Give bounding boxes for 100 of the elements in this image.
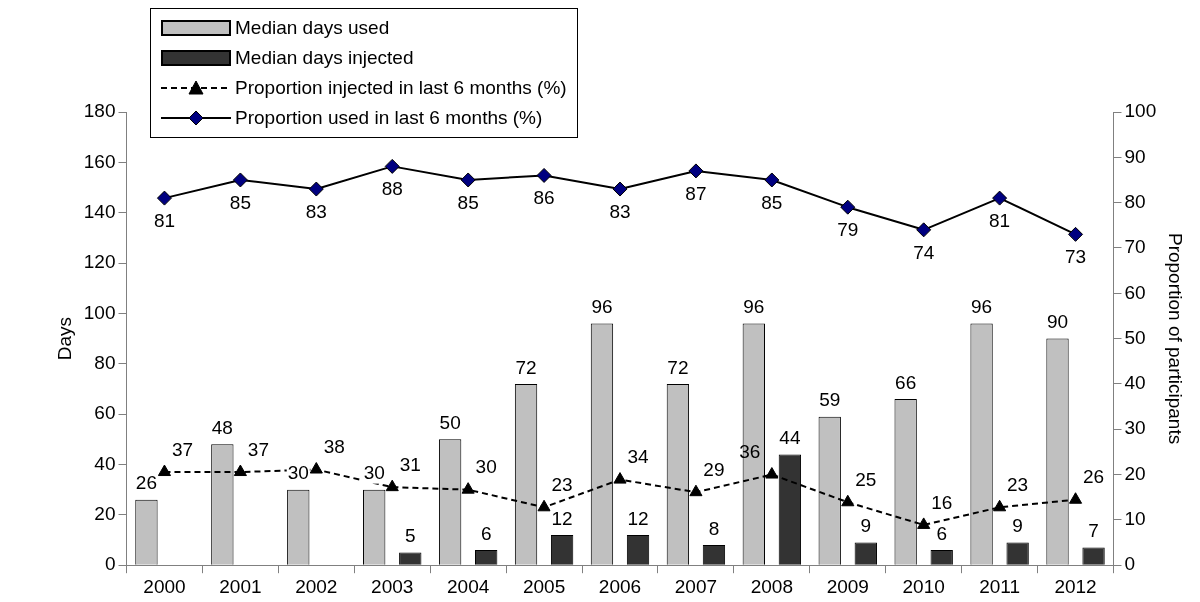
data-label: 8 [708,517,720,539]
y-tick-label: 80 [94,352,116,374]
point [460,172,476,188]
y2-tick-label: 30 [1124,417,1146,439]
point [384,158,400,174]
data-label: 72 [515,356,537,378]
data-label: 96 [591,296,613,318]
point [840,199,856,215]
y2-axis-title: Proportion of participants [1165,232,1187,445]
data-label: 29 [703,458,725,480]
x-tick-label: 2001 [219,575,262,597]
point [841,494,855,507]
data-label: 37 [171,438,194,460]
data-label: 74 [913,241,935,263]
y-tick-label: 60 [94,402,116,424]
point [385,479,399,492]
point [233,464,247,477]
x-tick-label: 2011 [979,575,1021,597]
data-label: 26 [135,472,157,494]
y-tick-label: 40 [94,452,116,474]
data-label: 23 [551,474,573,496]
y-tick-label: 120 [83,251,116,273]
point [916,222,932,238]
point [1068,492,1083,504]
point [765,467,779,479]
data-label: 30 [287,462,309,484]
y-tick-label: 160 [83,150,116,172]
x-tick-label: 2005 [522,575,566,597]
y2-tick-label: 60 [1124,281,1146,303]
point [689,484,703,497]
data-label: 12 [551,507,573,529]
data-label: 30 [475,456,497,478]
data-label: 87 [685,182,707,204]
legend-label: Median days injected [235,47,414,69]
data-label: 86 [533,187,555,209]
point [536,167,552,183]
data-label: 36 [739,441,761,463]
x-tick-label: 2007 [674,575,718,597]
y2-tick-label: 90 [1124,145,1146,167]
y-tick-label: 20 [94,503,116,525]
y2-tick-label: 0 [1124,553,1136,575]
x-tick-label: 2006 [598,575,642,597]
y-tick-label: 140 [83,200,116,222]
point [917,517,931,529]
data-label: 6 [480,522,492,544]
data-label: 5 [404,525,416,547]
y2-tick-label: 50 [1124,326,1146,348]
data-label: 9 [1012,515,1023,537]
data-label: 83 [305,200,327,222]
point [156,190,172,206]
y-tick-label: 0 [104,553,116,575]
y2-tick-label: 20 [1124,462,1146,484]
data-label: 48 [211,417,233,439]
data-label: 90 [1046,311,1069,333]
x-tick-label: 2010 [902,575,945,597]
legend-label: Proportion used in last 6 months (%) [235,107,543,129]
x-tick-label: 2012 [1054,575,1097,597]
y-tick-label: 100 [83,301,116,323]
data-label: 79 [837,218,859,240]
point [688,163,704,179]
data-label: 88 [381,178,403,200]
point [157,464,172,477]
y-axis-title: Days [53,316,75,361]
data-label: 59 [819,389,841,411]
x-tick-label: 2004 [447,575,490,597]
data-label: 44 [779,427,801,449]
data-label: 81 [153,209,176,231]
data-label: 26 [1082,466,1105,488]
data-label: 73 [1064,246,1087,268]
data-label: 6 [936,522,948,544]
data-label: 23 [1007,474,1029,496]
x-tick-label: 2009 [826,575,869,597]
data-label: 30 [363,462,385,484]
data-label: 81 [989,209,1011,231]
data-label: 7 [1088,520,1099,542]
x-tick-label: 2008 [750,575,793,597]
y2-tick-label: 10 [1124,508,1146,530]
point [992,190,1008,206]
y-tick-label: 180 [83,100,116,122]
point [612,181,628,197]
data-label: 72 [667,356,689,378]
data-label: 85 [229,191,251,213]
data-label: 85 [457,191,479,213]
data-label: 83 [609,200,631,222]
point [461,482,475,494]
point [308,181,324,197]
data-label: 37 [247,438,269,460]
y2-tick-label: 100 [1124,100,1157,122]
point [309,462,323,474]
data-label: 31 [399,453,421,475]
legend-label: Median days used [235,17,390,39]
data-label: 16 [931,491,953,513]
point [613,472,627,484]
point [1068,226,1084,242]
data-label: 25 [855,468,877,490]
point [993,499,1007,512]
point [537,499,551,512]
data-label: 50 [439,412,461,434]
x-tick-label: 2002 [295,575,338,597]
point [232,172,248,188]
